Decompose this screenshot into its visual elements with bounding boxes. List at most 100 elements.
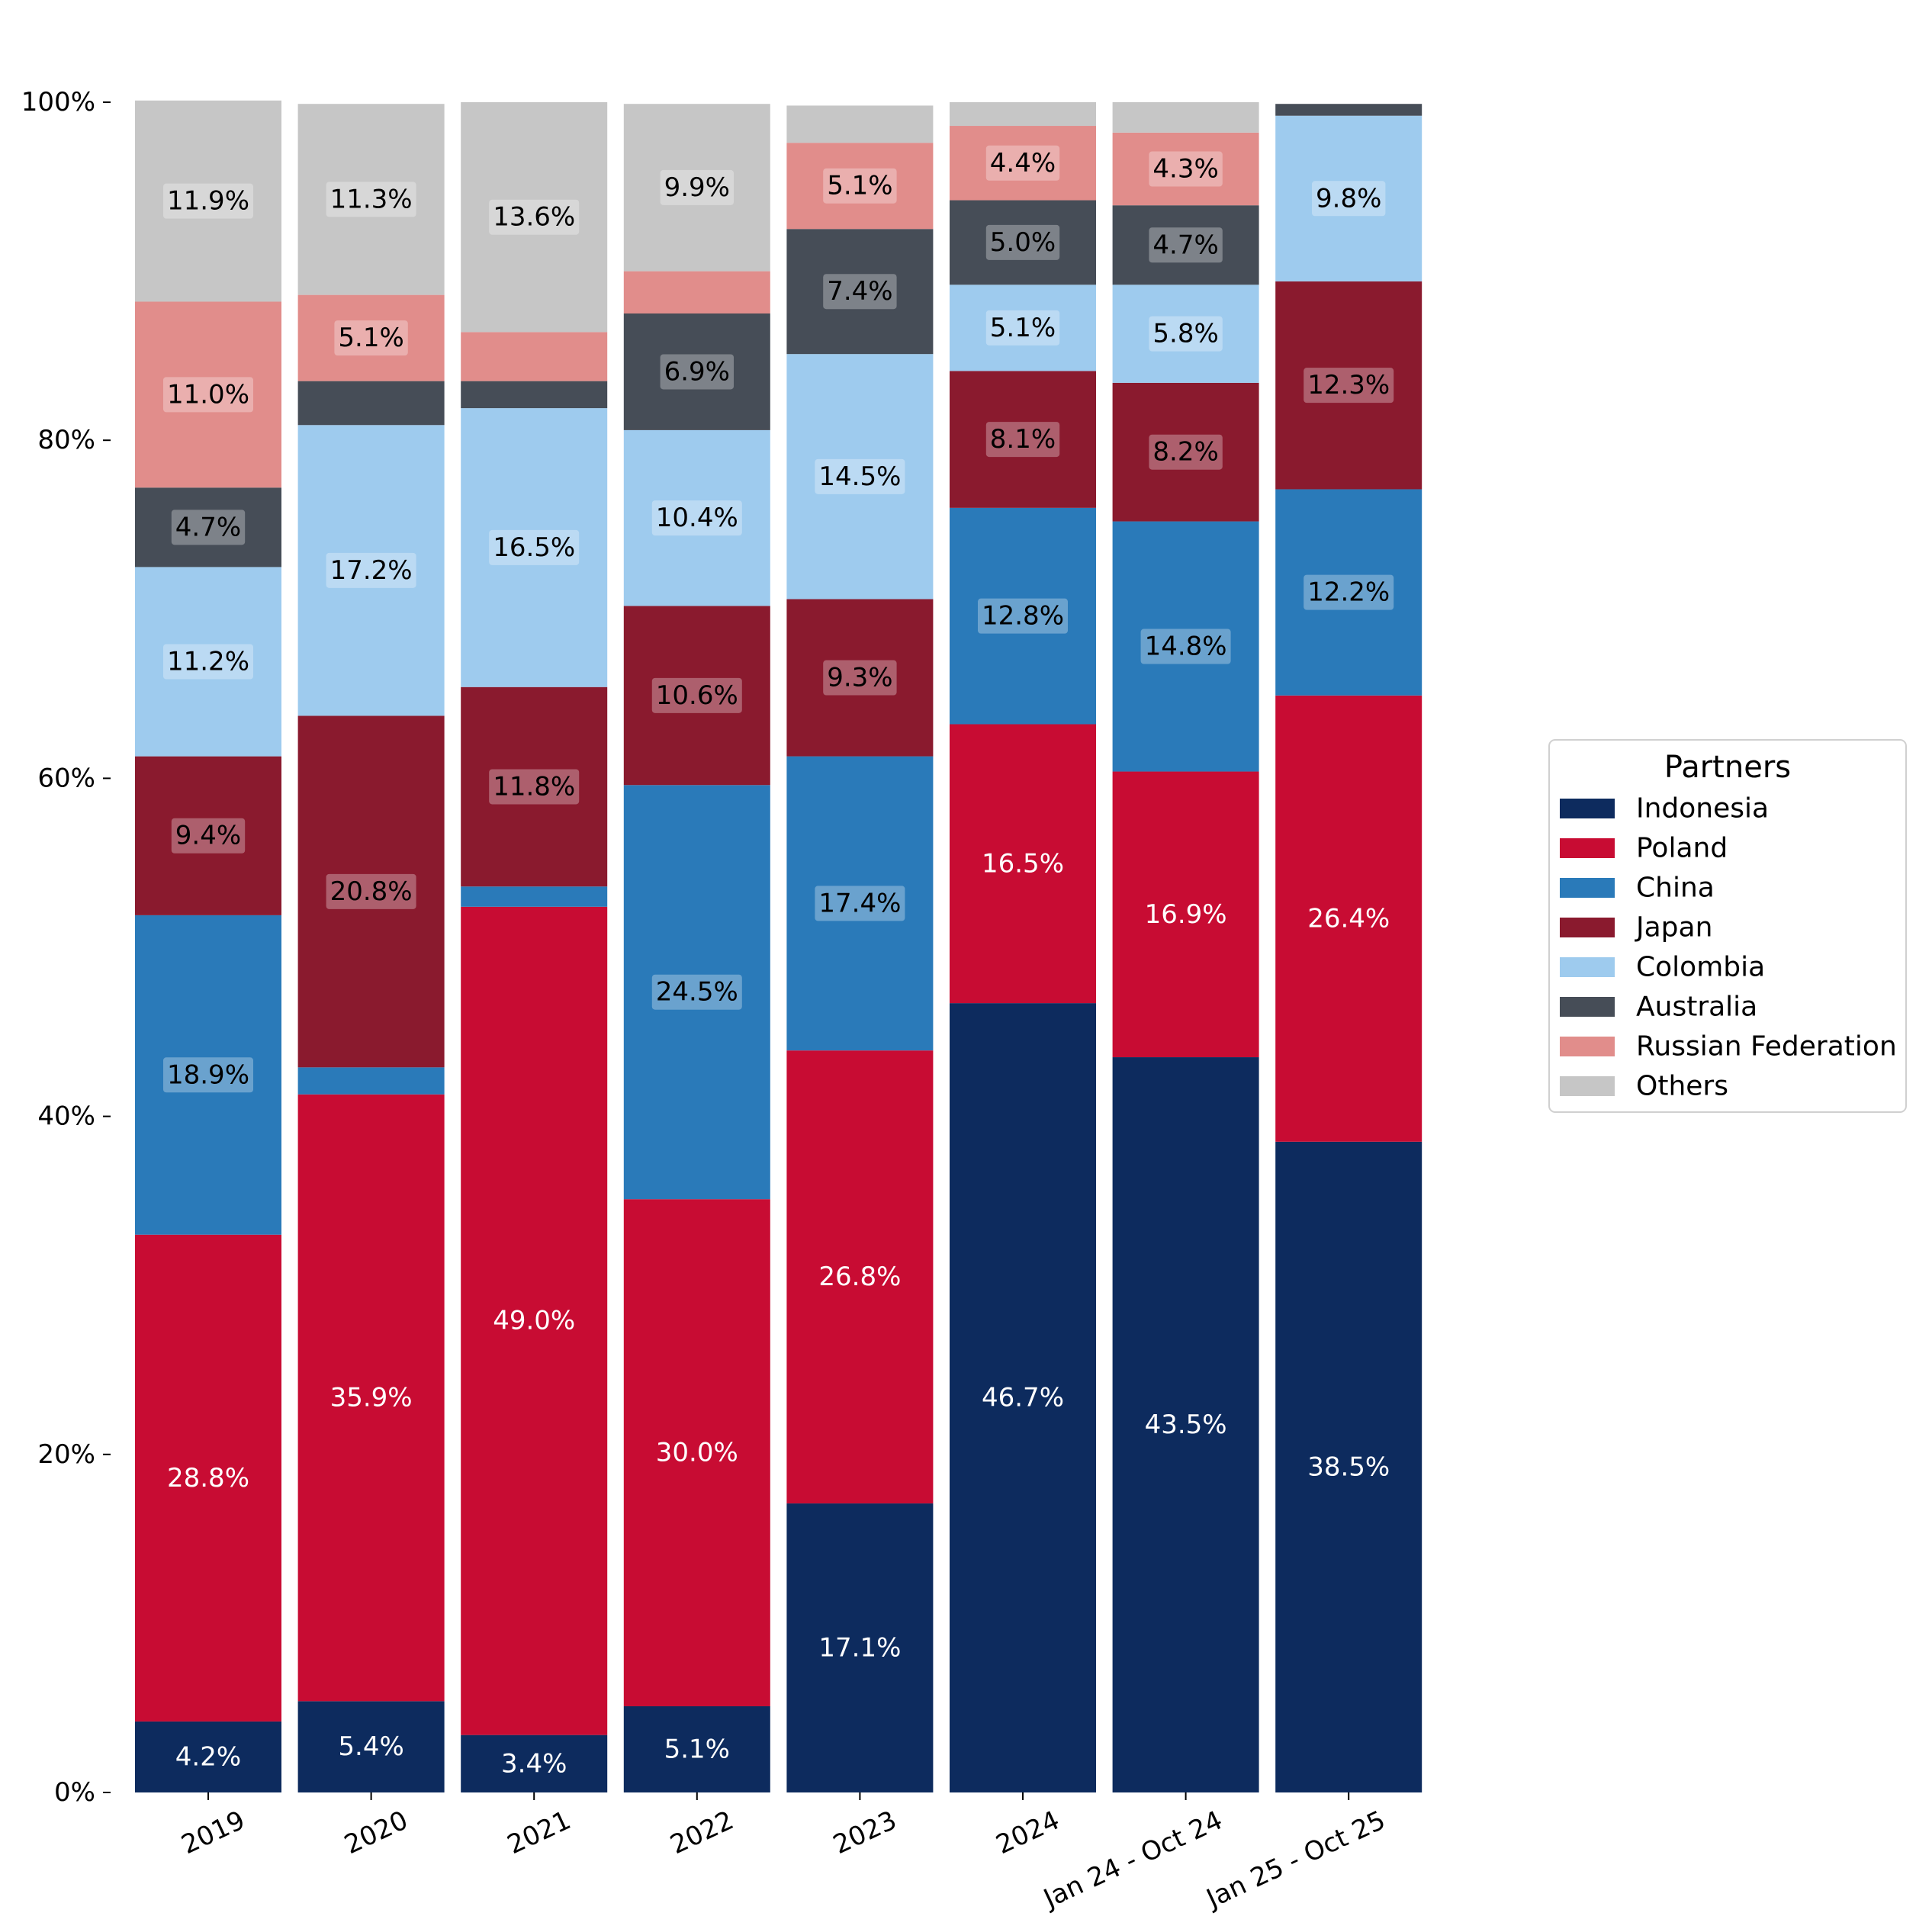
data-label: 35.9% xyxy=(330,1383,413,1413)
legend-swatch xyxy=(1560,1037,1615,1056)
bar-segment-colombia xyxy=(461,408,608,687)
data-label-background xyxy=(977,598,1069,634)
bar-segment-japan xyxy=(950,371,1096,508)
bar-segment-china xyxy=(297,1067,445,1095)
data-label: 5.1% xyxy=(338,323,403,353)
legend-item-russian-federation: Russian Federation xyxy=(1560,1031,1897,1063)
data-label-background xyxy=(815,458,905,494)
bar-segment-australia xyxy=(135,487,281,567)
data-label-background xyxy=(1149,151,1223,187)
bar-segment-poland xyxy=(135,1234,281,1722)
data-label-background xyxy=(823,274,897,310)
bar-segment-others xyxy=(623,104,770,272)
data-label-background xyxy=(326,182,416,217)
data-label: 26.8% xyxy=(818,1262,901,1292)
bar-segment-others xyxy=(297,104,445,295)
bar-segment-others xyxy=(135,100,281,302)
data-label: 16.5% xyxy=(493,532,575,563)
bar-stack-2019: 4.2% 28.8% 18.9% 9.4% 11.2% 4.7% 11.0% 11.9% xyxy=(135,100,281,1792)
legend-label: Japan xyxy=(1635,912,1712,944)
y-tick-label: 0% xyxy=(54,1777,95,1808)
data-label: 6.9% xyxy=(664,356,730,387)
data-label-background xyxy=(985,145,1060,181)
data-label: 3.4% xyxy=(501,1748,567,1779)
data-label-background xyxy=(815,886,905,921)
data-label: 10.4% xyxy=(656,503,738,533)
legend-label: Australia xyxy=(1636,992,1757,1023)
bar-segment-china xyxy=(461,886,608,907)
data-label-background xyxy=(489,529,580,565)
data-label: 9.3% xyxy=(827,663,892,693)
data-label: 11.8% xyxy=(493,771,575,802)
bar-segment-colombia xyxy=(135,567,281,757)
bar-segment-indonesia xyxy=(623,1706,770,1792)
data-label: 14.8% xyxy=(1145,632,1227,662)
y-tick-label: 100% xyxy=(21,87,95,117)
data-label: 8.2% xyxy=(1152,437,1218,468)
legend-item-australia: Australia xyxy=(1560,992,1757,1023)
bar-segment-colombia xyxy=(1275,115,1422,281)
bar-segment-australia xyxy=(950,200,1096,285)
legend-swatch xyxy=(1560,838,1615,858)
legend-swatch xyxy=(1560,957,1615,977)
bar-segment-poland xyxy=(461,906,608,1735)
data-label-background xyxy=(171,818,246,854)
y-tick-label: 40% xyxy=(37,1101,95,1132)
data-label-background xyxy=(1149,227,1223,263)
data-label: 4.4% xyxy=(990,148,1056,178)
bar-segment-poland xyxy=(1112,771,1259,1058)
data-label-background xyxy=(660,354,734,390)
data-label: 8.1% xyxy=(990,424,1056,455)
legend-swatch xyxy=(1560,799,1615,818)
bar-segment-others xyxy=(1112,102,1259,133)
data-label-background xyxy=(985,422,1060,458)
bar-segment-japan xyxy=(135,756,281,915)
data-label: 11.2% xyxy=(167,646,249,677)
data-label: 4.7% xyxy=(175,512,241,542)
legend-item-japan: Japan xyxy=(1560,912,1712,944)
data-label: 12.3% xyxy=(1307,370,1390,400)
data-label: 12.2% xyxy=(1307,577,1390,608)
data-label: 20.8% xyxy=(330,876,413,907)
bar-segment-poland xyxy=(786,1050,934,1504)
legend-label: Others xyxy=(1636,1071,1728,1102)
data-label-background xyxy=(651,500,742,536)
legend: Partners Indonesia Poland China Japan Colombi… xyxy=(1548,739,1907,1113)
y-tick-label: 80% xyxy=(37,425,95,455)
data-label-background xyxy=(1312,181,1386,217)
data-label: 26.4% xyxy=(1307,903,1390,934)
data-label: 11.3% xyxy=(330,184,413,214)
bar-segment-russian-federation xyxy=(950,126,1096,201)
bar-segment-indonesia xyxy=(297,1701,445,1792)
bar-segment-poland xyxy=(297,1094,445,1702)
data-label-background xyxy=(651,974,742,1010)
data-label-background xyxy=(162,1057,254,1093)
bar-stack-2023: 17.1% 26.8% 17.4% 9.3% 14.5% 7.4% 5.1% xyxy=(786,105,934,1792)
data-label: 12.8% xyxy=(982,601,1064,632)
data-label: 46.7% xyxy=(982,1383,1064,1413)
bar-segment-russian-federation xyxy=(297,294,445,381)
data-label-background xyxy=(1304,368,1394,403)
legend-item-others: Others xyxy=(1560,1071,1728,1102)
x-tick-label: 2022 xyxy=(666,1805,738,1860)
bar-segment-indonesia xyxy=(135,1721,281,1792)
bar-segment-japan xyxy=(786,599,934,757)
data-label-background xyxy=(162,377,254,413)
data-label-background xyxy=(489,199,580,235)
data-label-background xyxy=(651,677,742,713)
bar-segment-indonesia xyxy=(950,1003,1096,1792)
bar-segment-others xyxy=(786,105,934,143)
legend-label: Russian Federation xyxy=(1636,1031,1897,1063)
data-label: 9.9% xyxy=(664,172,730,203)
data-label-background xyxy=(985,224,1060,260)
bar-segment-others xyxy=(461,102,608,333)
bar-segment-indonesia xyxy=(1112,1057,1259,1792)
bar-segment-russian-federation xyxy=(623,271,770,313)
legend-swatch xyxy=(1560,918,1615,937)
bar-segment-japan xyxy=(297,715,445,1068)
data-label-background xyxy=(171,510,246,545)
bar-segment-australia xyxy=(461,381,608,409)
legend-label: Indonesia xyxy=(1636,793,1769,825)
bar-segment-australia xyxy=(1112,205,1259,285)
